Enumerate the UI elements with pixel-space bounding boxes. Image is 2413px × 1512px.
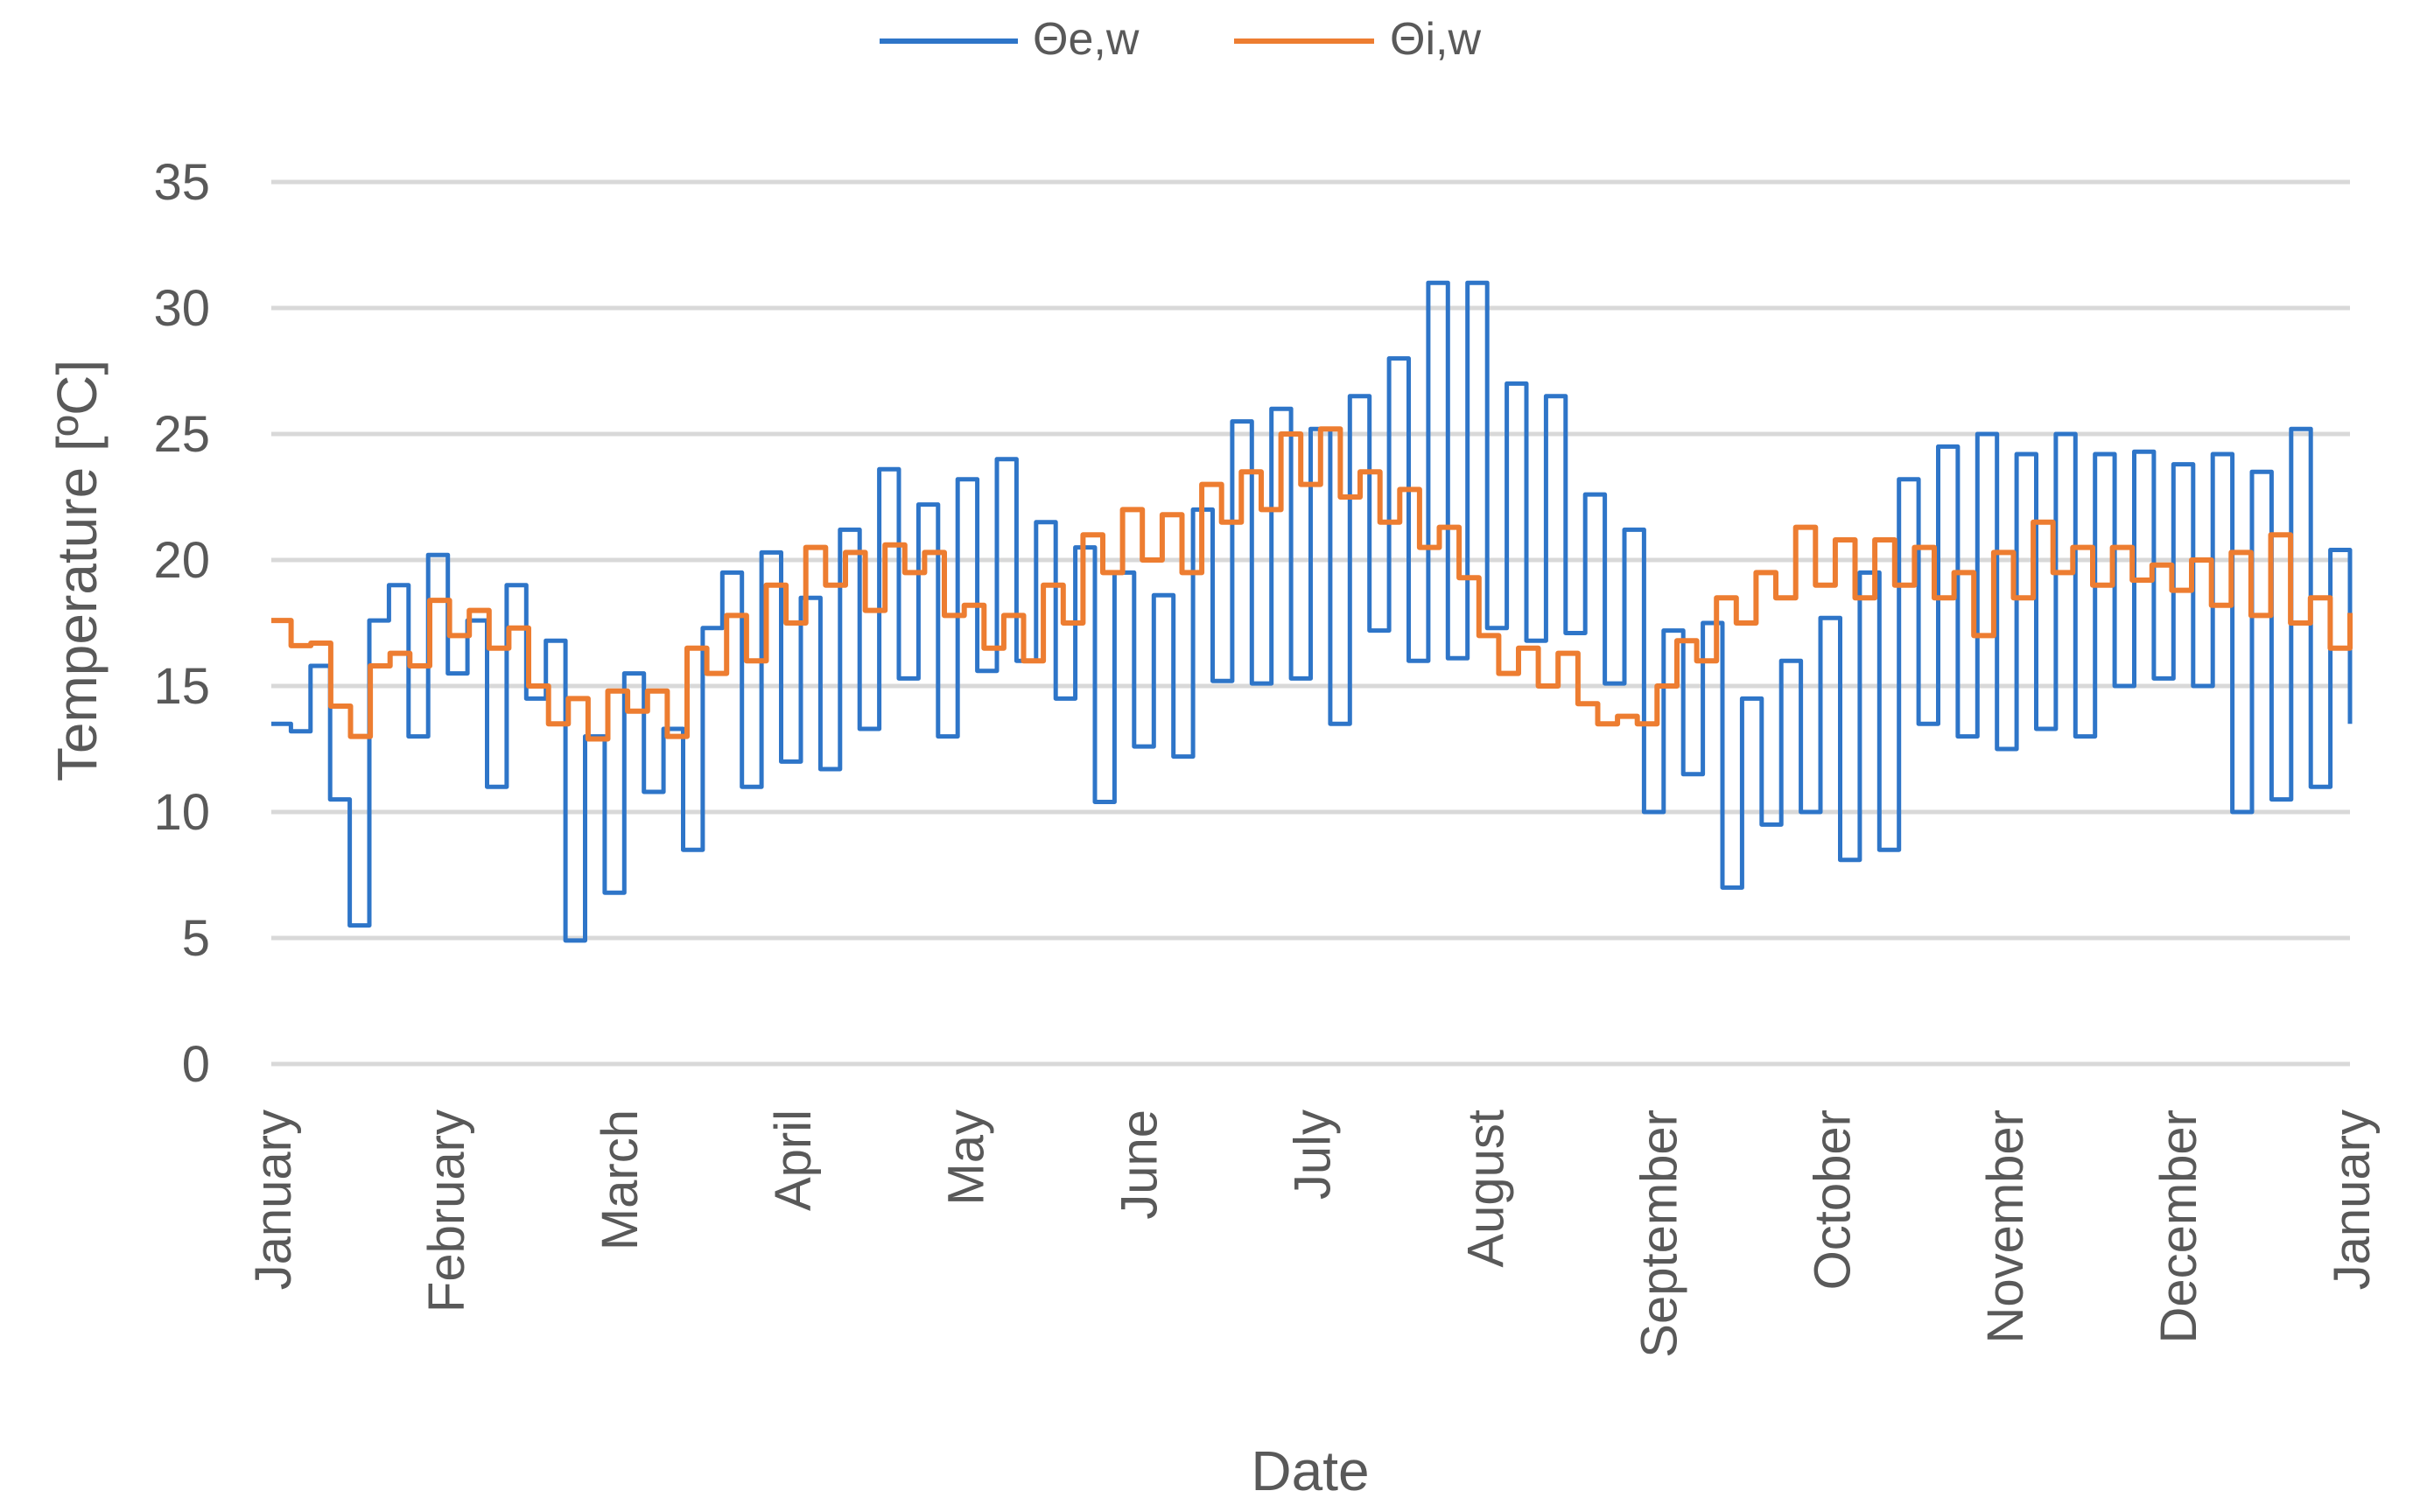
x-axis-title: Date bbox=[1251, 1439, 1369, 1502]
x-tick-label-january-12: January bbox=[2324, 1110, 2381, 1290]
gridlines bbox=[271, 179, 2350, 1067]
legend-label-theta-i-w: Θi,w bbox=[1390, 14, 1481, 65]
y-tick-label-35: 35 bbox=[153, 154, 210, 211]
x-tick-label-september-8: September bbox=[1631, 1110, 1687, 1358]
plot-area bbox=[271, 280, 2353, 943]
y-axis-title: Temperature [ºC] bbox=[46, 360, 109, 781]
x-tick-label-june-5: June bbox=[1112, 1110, 1168, 1220]
x-tick-label-october-9: October bbox=[1804, 1110, 1861, 1290]
x-tick-label-may-4: May bbox=[938, 1110, 995, 1206]
y-tick-label-20: 20 bbox=[153, 532, 210, 589]
y-tick-label-15: 15 bbox=[153, 658, 210, 715]
y-tick-label-25: 25 bbox=[153, 406, 210, 463]
series-line-theta-e-w bbox=[271, 280, 2353, 943]
legend: Θe,w Θi,w bbox=[880, 14, 1481, 65]
legend-label-theta-e-w: Θe,w bbox=[1033, 14, 1140, 65]
x-tick-label-february-1: February bbox=[418, 1110, 475, 1312]
y-tick-label-10: 10 bbox=[153, 784, 210, 841]
x-tick-label-january-0: January bbox=[245, 1110, 302, 1290]
x-tick-label-december-11: December bbox=[2150, 1110, 2207, 1344]
x-tick-label-november-10: November bbox=[1977, 1110, 2034, 1344]
y-tick-label-30: 30 bbox=[153, 280, 210, 337]
series-line-theta-i-w bbox=[271, 426, 2353, 742]
x-tick-label-march-2: March bbox=[592, 1110, 649, 1250]
x-axis-tick-labels: January February March April May June July Augu… bbox=[245, 1110, 2381, 1358]
y-tick-label-5: 5 bbox=[182, 910, 210, 967]
x-tick-label-july-6: July bbox=[1285, 1110, 1342, 1200]
y-axis-tick-labels: 0 5 10 15 20 25 30 35 bbox=[153, 154, 210, 1093]
x-tick-label-april-3: April bbox=[765, 1110, 822, 1211]
y-tick-label-0: 0 bbox=[182, 1036, 210, 1093]
x-tick-label-august-7: August bbox=[1457, 1110, 1514, 1268]
